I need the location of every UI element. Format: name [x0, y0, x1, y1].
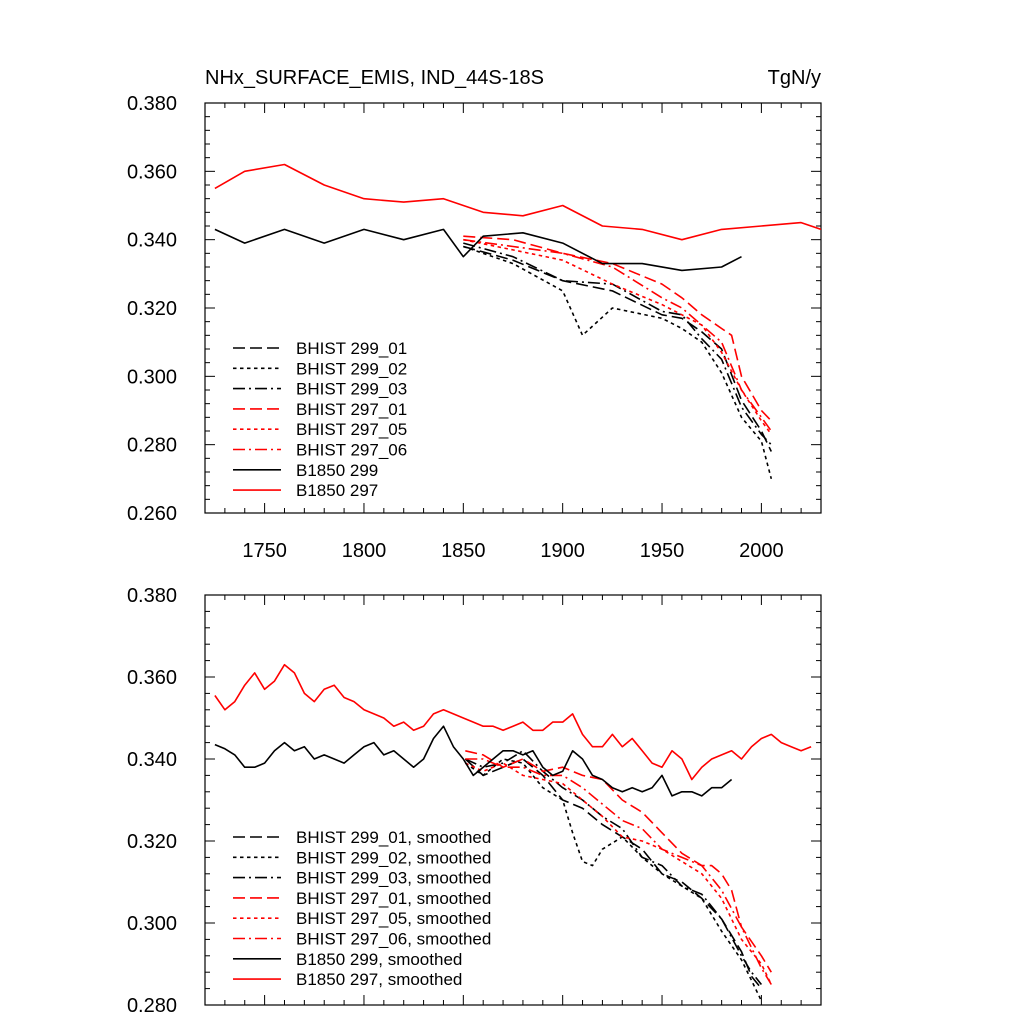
x-tick-label: 1950	[640, 540, 685, 562]
series-line	[214, 228, 742, 272]
y-tick-label: 0.360	[127, 161, 177, 183]
series-line	[464, 762, 773, 985]
legend-label: BHIST 297_06, smoothed	[296, 930, 491, 949]
series-line	[463, 238, 772, 435]
legend-label: BHIST 297_05, smoothed	[296, 909, 491, 928]
y-tick-label: 0.340	[127, 230, 177, 252]
legend-label: B1850 297, smoothed	[296, 970, 462, 989]
legend-label: BHIST 297_06	[296, 441, 407, 460]
series-line	[214, 663, 812, 781]
series-line	[464, 758, 763, 1002]
y-tick-label: 0.320	[127, 831, 177, 853]
series-line	[464, 749, 763, 986]
legend-label: BHIST 299_01, smoothed	[296, 828, 491, 847]
x-tick-label: 1800	[342, 540, 387, 562]
bottom-panel: 0.280 0.300 0.320 0.340 0.360 0.380 BHIST 299_…	[127, 585, 822, 1017]
series-line	[464, 758, 763, 990]
y-tick-label: 0.300	[127, 366, 177, 388]
x-tick-label: 1850	[441, 540, 486, 562]
y-tick-label: 0.260	[127, 503, 177, 525]
chart-units-label: TgN/y	[768, 67, 821, 89]
legend-label: BHIST 299_03	[296, 380, 407, 399]
series-line	[463, 238, 772, 432]
y-tick-label: 0.360	[127, 667, 177, 689]
series-line	[214, 725, 733, 797]
series-line	[465, 750, 772, 973]
legend-label: B1850 299	[296, 461, 378, 480]
series-line	[463, 245, 773, 452]
x-tick-label: 1900	[540, 540, 585, 562]
y-tick-label: 0.280	[127, 435, 177, 457]
legend-label: B1850 297	[296, 481, 378, 500]
x-tick-label: 2000	[739, 540, 784, 562]
plot-frame	[204, 594, 822, 1006]
y-tick-label: 0.320	[127, 298, 177, 320]
chart-title: NHx_SURFACE_EMIS, IND_44S-18S	[205, 67, 544, 89]
legend-label: BHIST 297_01, smoothed	[296, 889, 491, 908]
series-line	[463, 242, 772, 446]
legend-label: BHIST 297_01	[296, 400, 407, 419]
legend-label: BHIST 297_05	[296, 420, 407, 439]
series-line	[214, 163, 821, 241]
series-line	[463, 245, 773, 480]
legend-label: BHIST 299_02, smoothed	[296, 848, 491, 867]
y-tick-label: 0.380	[127, 93, 177, 115]
legend-label: BHIST 299_02	[296, 359, 407, 378]
y-tick-label: 0.340	[127, 749, 177, 771]
x-tick-label: 1750	[242, 540, 287, 562]
series-line	[465, 758, 772, 985]
legend-label: BHIST 299_03, smoothed	[296, 869, 491, 888]
top-panel: 1750 1800 1850 1900 1950 2000 0.260 0.280 0.300 0…	[127, 93, 822, 562]
legend-label: B1850 299, smoothed	[296, 950, 462, 969]
y-tick-label: 0.300	[127, 913, 177, 935]
y-tick-label: 0.380	[127, 585, 177, 607]
series-line	[463, 235, 772, 422]
y-tick-label: 0.280	[127, 995, 177, 1017]
legend-label: BHIST 299_01	[296, 339, 407, 358]
